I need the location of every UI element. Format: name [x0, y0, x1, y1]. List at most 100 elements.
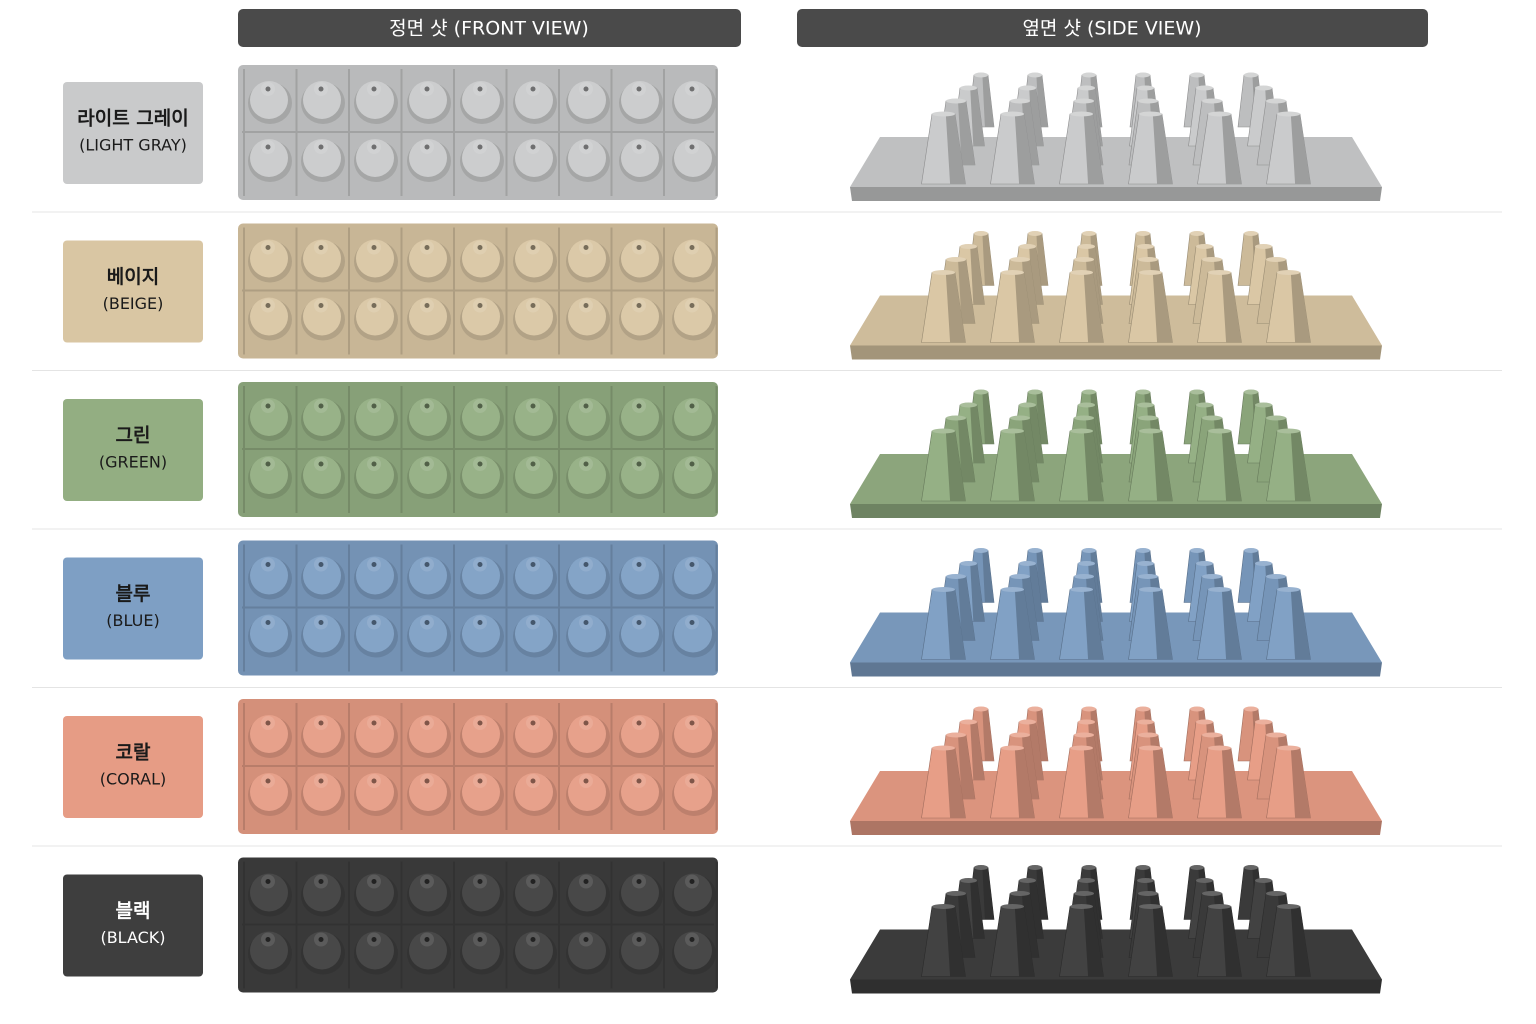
- cone-shadow: [1221, 431, 1242, 501]
- cone: [250, 931, 288, 970]
- cone-hole: [371, 86, 377, 92]
- color-name-en: (GREEN): [99, 453, 167, 472]
- cone-hole: [636, 303, 642, 308]
- tray-edge: [850, 662, 1382, 677]
- cone-shadow: [982, 75, 994, 127]
- cone-hole: [530, 245, 536, 250]
- cone-top: [1139, 745, 1162, 751]
- cone-shadow: [1083, 114, 1104, 184]
- tray-surface: [850, 295, 1382, 346]
- cone: [462, 614, 500, 653]
- cone-top: [932, 111, 955, 117]
- tray-surface: [850, 929, 1382, 980]
- cone: [674, 773, 712, 811]
- cone: [409, 715, 447, 753]
- cone-hole: [689, 403, 695, 409]
- cone-top: [1010, 257, 1030, 262]
- cone: [621, 456, 659, 494]
- cone-top: [1078, 402, 1095, 408]
- cone-top: [1019, 402, 1036, 408]
- cone: [356, 139, 394, 177]
- cone-hole: [689, 461, 695, 467]
- cone-hole: [371, 937, 377, 942]
- cone-top: [1208, 428, 1231, 434]
- cone-top: [1074, 891, 1094, 896]
- cone-top: [960, 719, 977, 725]
- cone-top: [1266, 891, 1286, 896]
- cone: [303, 556, 341, 595]
- cone: [409, 456, 447, 494]
- cone-hole: [583, 303, 589, 308]
- cone-top: [1019, 561, 1036, 566]
- cone-top: [1001, 745, 1024, 751]
- cone: [462, 139, 500, 177]
- cone-top: [1082, 231, 1096, 236]
- cone-hole: [265, 461, 271, 467]
- cone-top: [1208, 904, 1231, 909]
- cone-top: [1277, 428, 1300, 434]
- cone-shadow: [958, 101, 975, 165]
- cone-top: [1028, 389, 1042, 395]
- cone: [568, 715, 606, 753]
- cone: [303, 456, 341, 494]
- cone-hole: [689, 879, 695, 884]
- cone-hole: [689, 778, 695, 784]
- cone: [621, 239, 659, 278]
- cone-hole: [636, 245, 642, 250]
- cone-top: [1010, 732, 1030, 738]
- cone-shadow: [982, 392, 994, 444]
- cone-hole: [424, 245, 430, 250]
- cone: [303, 139, 341, 177]
- cone: [674, 239, 712, 278]
- cone: [515, 398, 553, 436]
- cone-hole: [636, 562, 642, 567]
- cone: [568, 139, 606, 177]
- cone-top: [1137, 561, 1154, 566]
- cone-hole: [530, 778, 536, 784]
- header-bar: [238, 9, 741, 47]
- cone-hole: [477, 86, 483, 92]
- cone-top: [946, 891, 966, 896]
- cone-top: [1070, 111, 1093, 117]
- color-name-en: (BLUE): [106, 611, 159, 630]
- cone-top: [1190, 231, 1204, 236]
- cone-shadow: [958, 259, 975, 324]
- cone-hole: [530, 461, 536, 467]
- cone-top: [1070, 904, 1093, 909]
- cone-top: [1074, 415, 1094, 421]
- cone-top: [932, 428, 955, 434]
- cone-hole: [424, 879, 430, 884]
- cone: [568, 456, 606, 494]
- cone-shadow: [958, 893, 975, 958]
- cone: [515, 139, 553, 177]
- cone-shadow: [970, 722, 985, 780]
- cone-top: [1078, 85, 1095, 91]
- cone-hole: [477, 720, 483, 726]
- cone: [674, 139, 712, 177]
- cone-hole: [371, 778, 377, 784]
- cone-hole: [583, 403, 589, 409]
- cone-hole: [477, 620, 483, 625]
- cone-shadow: [945, 114, 966, 184]
- cone: [621, 715, 659, 753]
- cone-hole: [424, 620, 430, 625]
- cone: [568, 398, 606, 436]
- cone: [250, 614, 288, 653]
- header-bar: [797, 9, 1428, 47]
- cone-top: [1028, 548, 1042, 553]
- cone-hole: [371, 562, 377, 567]
- cone-top: [1070, 587, 1093, 592]
- cone-top: [974, 706, 988, 712]
- cone: [409, 398, 447, 436]
- cone-hole: [530, 620, 536, 625]
- cone-top: [1028, 706, 1042, 712]
- cone-top: [1137, 244, 1154, 249]
- cone-hole: [265, 303, 271, 308]
- cone: [462, 297, 500, 336]
- cone-top: [1136, 389, 1150, 395]
- cone: [621, 139, 659, 177]
- cone-top: [1136, 72, 1150, 78]
- cone: [250, 139, 288, 177]
- cone-top: [1136, 865, 1150, 870]
- cone-hole: [371, 245, 377, 250]
